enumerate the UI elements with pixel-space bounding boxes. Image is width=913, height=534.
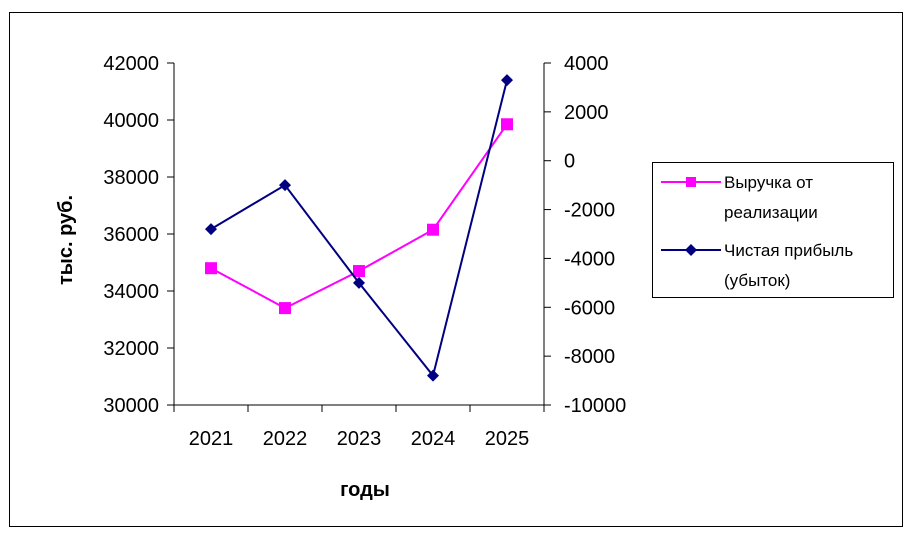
legend-marker-revenue (686, 177, 696, 187)
x-tick-label: 2022 (263, 428, 308, 450)
y-right-tick-label: -8000 (564, 346, 615, 368)
y-axis-title: тыс. руб. (55, 195, 77, 285)
legend-label-profit-line2: (убыток) (724, 271, 790, 290)
legend-label-profit-line1: Чистая прибыль (724, 241, 853, 260)
x-axis-title: годы (340, 479, 390, 501)
y-right-tick-label: -6000 (564, 297, 615, 319)
legend-label-revenue-line1: Выручка от (724, 173, 813, 192)
legend-marker-profit (685, 244, 697, 256)
x-tick-label: 2025 (485, 428, 530, 450)
series-layer (205, 74, 513, 382)
data-point-revenue (205, 262, 217, 275)
data-point-profit (353, 276, 365, 289)
x-tick-label: 2023 (337, 428, 382, 450)
y-left-tick-label: 38000 (103, 167, 159, 189)
data-point-profit (501, 74, 513, 87)
data-point-revenue (279, 302, 291, 315)
y-right-tick-label: -2000 (564, 200, 615, 222)
legend: Выручка от реализации Чистая прибыль (уб… (652, 162, 894, 298)
y-left-tick-label: 40000 (103, 110, 159, 132)
x-tick-label: 2024 (411, 428, 456, 450)
y-left-tick-label: 36000 (103, 224, 159, 246)
y-right-tick-label: -10000 (564, 395, 626, 417)
legend-label-revenue-line2: реализации (724, 203, 818, 222)
y-left-tick-label: 30000 (103, 395, 159, 417)
y-right-tick-label: 0 (564, 151, 575, 173)
data-point-profit (205, 223, 217, 236)
data-point-revenue (353, 265, 365, 278)
data-point-revenue (427, 223, 439, 236)
x-tick-label: 2021 (189, 428, 234, 450)
data-point-profit (279, 179, 291, 192)
axes-layer: 30000320003400036000380004000042000-1000… (103, 53, 626, 450)
data-point-revenue (501, 118, 513, 131)
y-right-tick-label: 4000 (564, 53, 609, 75)
y-right-tick-label: -4000 (564, 248, 615, 270)
y-left-tick-label: 42000 (103, 53, 159, 75)
y-right-tick-label: 2000 (564, 102, 609, 124)
data-point-profit (427, 369, 439, 382)
y-left-tick-label: 32000 (103, 338, 159, 360)
legend-entry-revenue: Выручка от реализации (661, 173, 818, 222)
y-left-tick-label: 34000 (103, 281, 159, 303)
legend-entry-profit: Чистая прибыль (убыток) (661, 241, 853, 290)
